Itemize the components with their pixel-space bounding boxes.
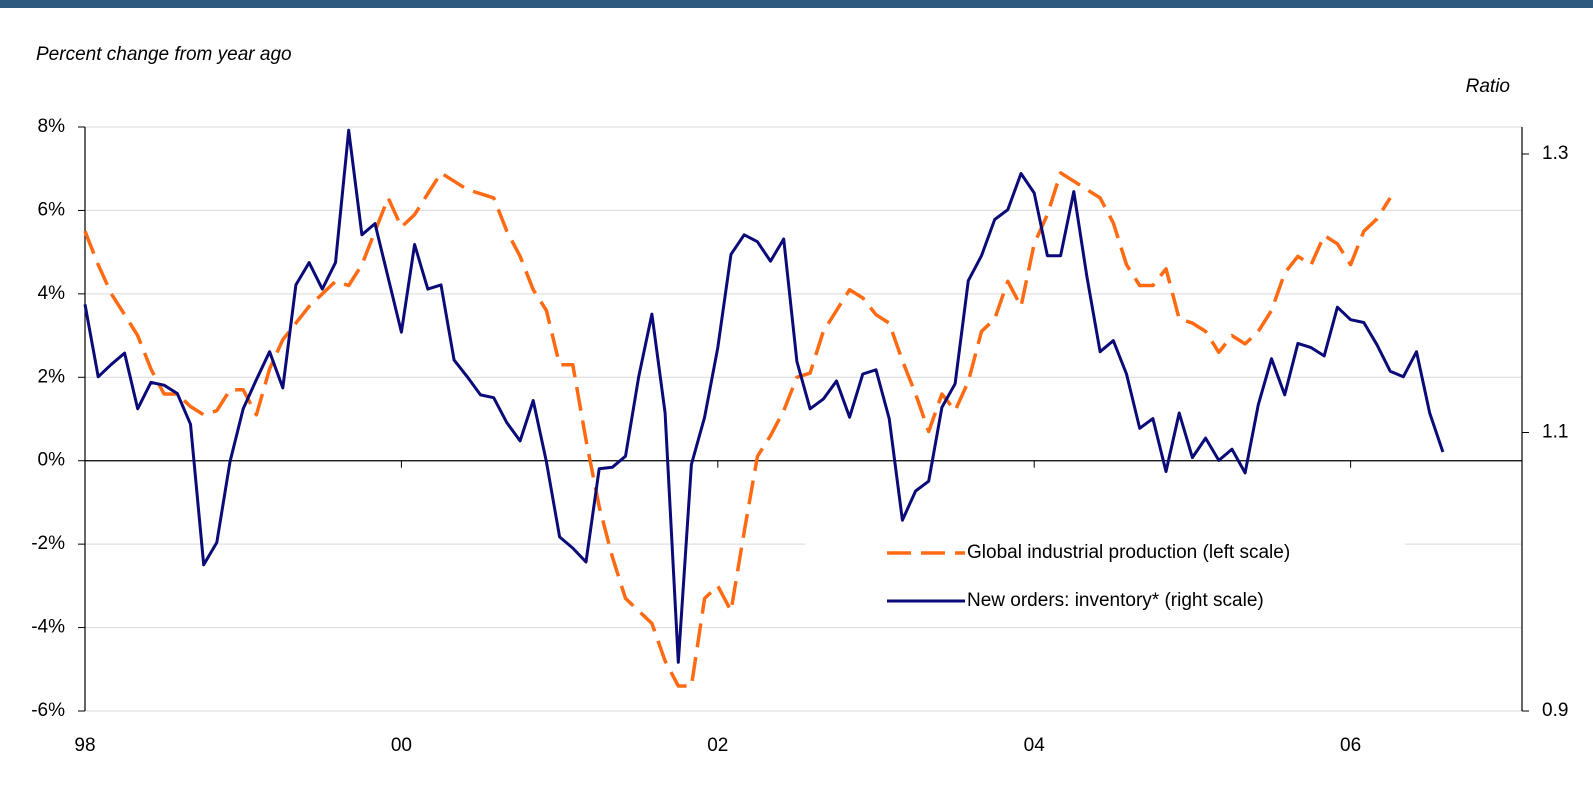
y-tick-label: 6% xyxy=(38,199,66,220)
legend-label: Global industrial production (left scale… xyxy=(967,542,1290,563)
y2-axis-label: Ratio xyxy=(1466,76,1510,97)
x-tick-label: 04 xyxy=(1024,735,1046,756)
legend-box xyxy=(805,527,1405,627)
y2-tick-label: 0.9 xyxy=(1542,700,1568,721)
y2-tick-label: 1.3 xyxy=(1542,143,1568,164)
y-tick-label: -6% xyxy=(31,700,65,721)
y-tick-label: -2% xyxy=(31,533,65,554)
series-line xyxy=(83,171,1392,688)
y2-tick-label: 1.1 xyxy=(1542,422,1568,443)
y-tick-label: 4% xyxy=(38,283,66,304)
top-band xyxy=(0,0,1593,8)
x-tick-label: 98 xyxy=(74,735,95,756)
subtitle: Percent change from year ago xyxy=(36,44,292,65)
y-tick-label: 8% xyxy=(38,116,66,137)
legend-label: New orders: inventory* (right scale) xyxy=(967,590,1264,611)
x-tick-label: 00 xyxy=(391,735,412,756)
y-tick-label: -4% xyxy=(31,617,65,638)
y-tick-label: 2% xyxy=(38,366,66,387)
x-tick-label: 02 xyxy=(707,735,728,756)
series-line xyxy=(83,128,1445,664)
y-tick-label: 0% xyxy=(38,450,66,471)
x-tick-label: 06 xyxy=(1340,735,1361,756)
